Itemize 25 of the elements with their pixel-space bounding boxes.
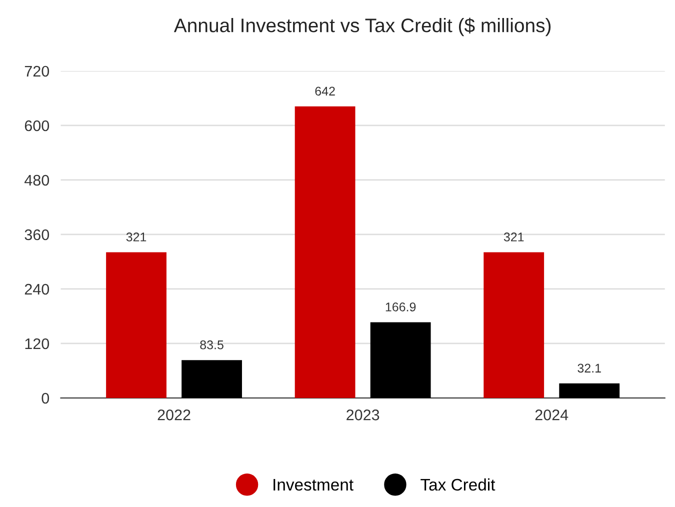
bar	[484, 252, 544, 398]
bar	[559, 383, 620, 398]
y-tick-label: 120	[25, 338, 50, 350]
y-tick-label: 360	[24, 229, 50, 240]
y-tick-label: 720	[24, 66, 50, 77]
y-tick-label: 240	[24, 284, 50, 295]
x-tick-label: 2023	[346, 410, 380, 420]
legend-label: Tax Credit	[420, 478, 496, 491]
y-tick-label: 0	[42, 392, 50, 404]
bar	[106, 252, 166, 398]
data-label: 321	[126, 232, 146, 242]
x-tick-label: 2024	[535, 410, 568, 420]
bar	[294, 106, 356, 398]
data-label: 32.1	[578, 364, 601, 373]
legend-label: Investment	[274, 479, 354, 491]
bar	[182, 360, 242, 398]
data-label: 166.9	[386, 302, 416, 312]
data-label: 321	[504, 232, 524, 242]
y-tick-label: 480	[24, 174, 50, 186]
data-label: 642	[315, 86, 335, 96]
y-tick-label: 600	[24, 120, 50, 132]
data-label: 83.5	[200, 340, 224, 350]
chart-title: Annual Investment vs Tax Credit ($ millions)	[174, 18, 551, 36]
bar	[370, 322, 431, 398]
x-tick-label: 2022	[158, 410, 190, 420]
